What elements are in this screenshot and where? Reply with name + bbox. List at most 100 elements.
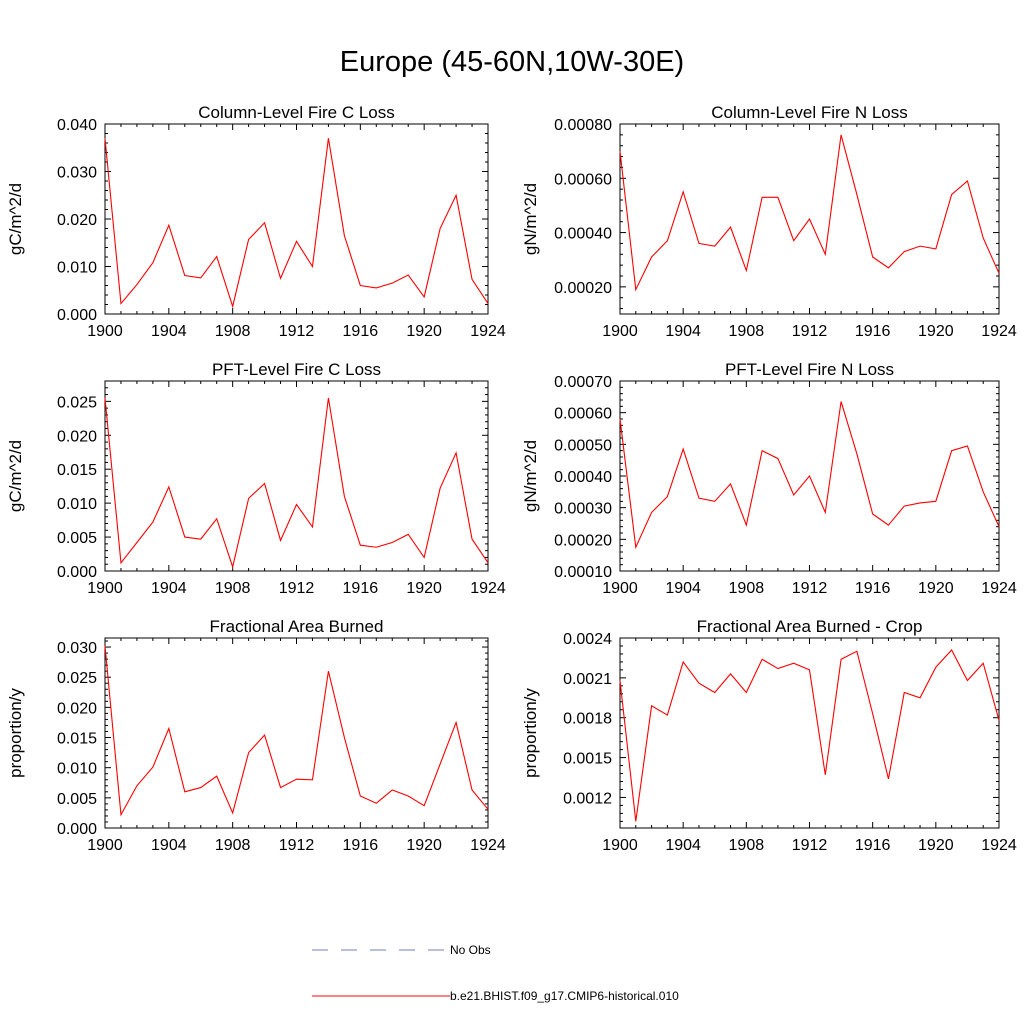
panel-title: PFT-Level Fire C Loss — [212, 360, 381, 379]
y-tick-label: 0.015 — [57, 462, 97, 479]
x-tick-label: 1924 — [981, 837, 1017, 854]
panel-title: Fractional Area Burned — [210, 617, 384, 636]
y-axis-label: proportion/y — [521, 688, 540, 778]
x-tick-label: 1908 — [729, 580, 765, 597]
x-tick-label: 1900 — [602, 837, 638, 854]
x-tick-label: 1912 — [279, 323, 315, 340]
legend-obs-swatch — [312, 949, 450, 951]
y-tick-label: 0.0018 — [563, 711, 612, 728]
series-line — [104, 645, 489, 817]
y-tick-label: 0.00020 — [554, 532, 612, 549]
panel-title: PFT-Level Fire N Loss — [725, 360, 894, 379]
x-tick-label: 1916 — [855, 580, 891, 597]
y-tick-label: 0.00030 — [554, 501, 612, 518]
x-tick-label: 1920 — [406, 580, 442, 597]
x-tick-label: 1920 — [406, 837, 442, 854]
series-line — [104, 138, 489, 309]
x-tick-label: 1916 — [855, 837, 891, 854]
y-axis-label: gC/m^2/d — [6, 183, 25, 255]
x-tick-label: 1904 — [665, 323, 701, 340]
y-tick-label: 0.0024 — [563, 631, 612, 648]
x-tick-label: 1908 — [215, 323, 251, 340]
y-tick-label: 0.00040 — [554, 226, 612, 243]
x-tick-label: 1916 — [855, 323, 891, 340]
y-tick-label: 0.0015 — [563, 751, 612, 768]
x-tick-label: 1912 — [279, 580, 315, 597]
y-tick-label: 0.015 — [57, 731, 97, 748]
y-tick-label: 0.005 — [57, 530, 97, 547]
x-tick-label: 1908 — [729, 323, 765, 340]
plot-frame — [619, 637, 1000, 829]
y-axis-label: gN/m^2/d — [521, 440, 540, 512]
x-tick-label: 1904 — [151, 323, 187, 340]
panel-2: Column-Level Fire N Loss gN/m^2/d 1900 1904… — [521, 103, 1017, 340]
series-line — [104, 397, 489, 569]
y-tick-label: 0.00020 — [554, 280, 612, 297]
x-tick-label: 1916 — [343, 580, 379, 597]
y-axis-label: proportion/y — [6, 688, 25, 778]
x-tick-label: 1912 — [792, 580, 828, 597]
x-tick-label: 1924 — [470, 323, 506, 340]
x-tick-label: 1904 — [151, 580, 187, 597]
x-tick-label: 1912 — [792, 323, 828, 340]
x-tick-label: 1900 — [602, 580, 638, 597]
x-tick-label: 1924 — [981, 323, 1017, 340]
plot-frame — [104, 380, 489, 572]
y-tick-label: 0.00010 — [554, 564, 612, 581]
y-tick-label: 0.00040 — [554, 469, 612, 486]
y-tick-label: 0.025 — [57, 394, 97, 411]
panel-title: Column-Level Fire C Loss — [198, 103, 395, 122]
series-line — [619, 401, 1000, 550]
y-tick-label: 0.020 — [57, 428, 97, 445]
y-tick-label: 0.025 — [57, 670, 97, 687]
x-tick-label: 1904 — [665, 580, 701, 597]
y-tick-label: 0.000 — [57, 821, 97, 838]
panel-title: Column-Level Fire N Loss — [711, 103, 908, 122]
x-tick-label: 1900 — [87, 323, 123, 340]
panel-1: Column-Level Fire C Loss gC/m^2/d 1900 1904… — [6, 103, 506, 340]
x-tick-label: 1924 — [470, 837, 506, 854]
x-tick-label: 1908 — [215, 580, 251, 597]
y-tick-label: 0.000 — [57, 564, 97, 581]
panel-5: Fractional Area Burned proportion/y 1900 19… — [6, 617, 506, 854]
page-title: Europe (45-60N,10W-30E) — [339, 46, 685, 78]
y-tick-label: 0.010 — [57, 761, 97, 778]
x-tick-label: 1924 — [981, 580, 1017, 597]
y-tick-label: 0.020 — [57, 212, 97, 229]
y-tick-label: 0.030 — [57, 640, 97, 657]
panel-title: Fractional Area Burned - Crop — [697, 617, 923, 636]
plot-frame — [104, 123, 489, 315]
legend-model-swatch — [312, 995, 450, 997]
x-tick-label: 1904 — [665, 837, 701, 854]
x-tick-label: 1924 — [470, 580, 506, 597]
x-tick-label: 1908 — [729, 837, 765, 854]
y-axis-label: gN/m^2/d — [521, 183, 540, 255]
panel-6: Fractional Area Burned - Crop proportion/… — [521, 617, 1017, 854]
y-tick-label: 0.00060 — [554, 171, 612, 188]
y-tick-label: 0.005 — [57, 791, 97, 808]
y-tick-label: 0.00050 — [554, 437, 612, 454]
y-tick-label: 0.000 — [57, 307, 97, 324]
plot-frame — [104, 637, 489, 829]
x-tick-label: 1904 — [151, 837, 187, 854]
x-tick-label: 1916 — [343, 323, 379, 340]
x-tick-label: 1912 — [792, 837, 828, 854]
x-tick-label: 1920 — [918, 580, 954, 597]
x-tick-label: 1900 — [87, 837, 123, 854]
y-tick-label: 0.0012 — [563, 790, 612, 807]
y-tick-label: 0.00070 — [554, 374, 612, 391]
y-tick-label: 0.040 — [57, 117, 97, 134]
x-tick-label: 1920 — [918, 323, 954, 340]
y-tick-label: 0.00080 — [554, 117, 612, 134]
x-tick-label: 1912 — [279, 837, 315, 854]
legend-label-obs: No Obs — [450, 943, 491, 957]
y-tick-label: 0.00060 — [554, 406, 612, 423]
y-tick-label: 0.010 — [57, 260, 97, 277]
panel-3: PFT-Level Fire C Loss gC/m^2/d 1900 1904 190… — [6, 360, 506, 597]
y-tick-label: 0.0021 — [563, 671, 612, 688]
y-tick-label: 0.020 — [57, 700, 97, 717]
x-tick-label: 1916 — [343, 837, 379, 854]
y-axis-label: gC/m^2/d — [6, 440, 25, 512]
x-tick-label: 1900 — [87, 580, 123, 597]
series-line — [619, 649, 1000, 822]
